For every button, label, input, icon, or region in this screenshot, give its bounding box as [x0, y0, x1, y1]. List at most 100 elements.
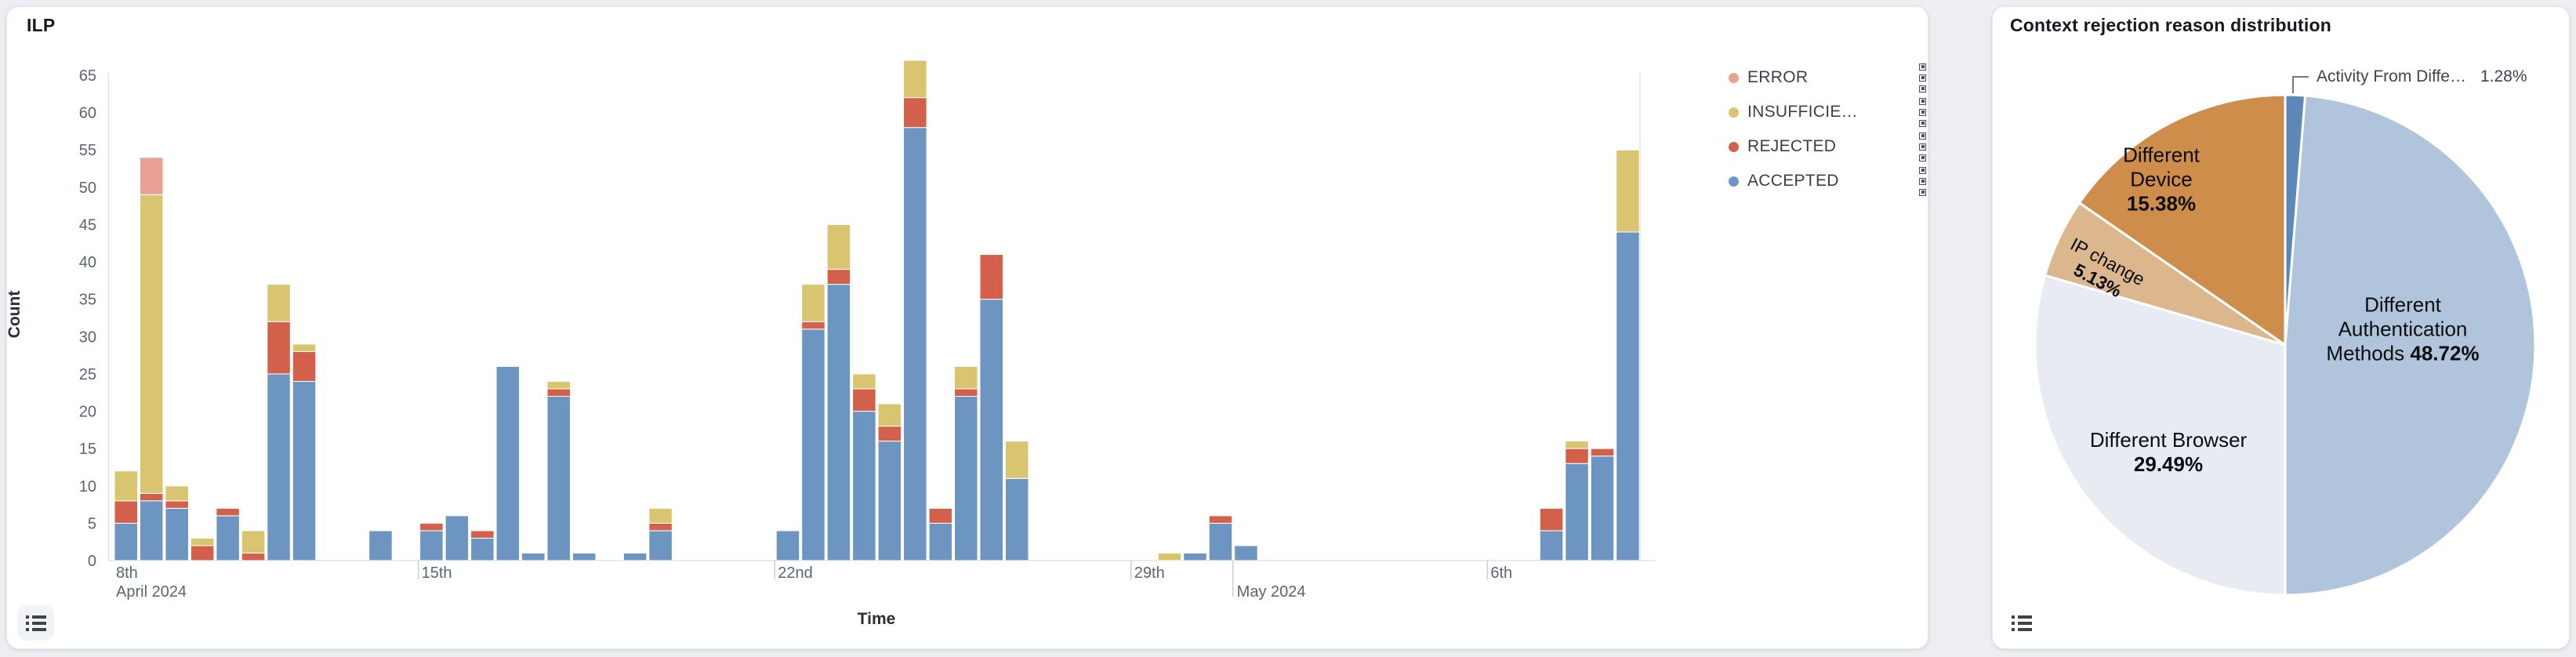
bar-segment-accepted-slot43[interactable] [1208, 522, 1233, 561]
bar-segment-rejected-slot28[interactable] [826, 269, 851, 285]
pie-slice-different-authentication-methods[interactable] [2284, 94, 2537, 597]
drag-handle-icon[interactable] [1919, 166, 1926, 196]
y-tick-label: 20 [79, 404, 96, 421]
bar-segment-insufficient-slot27[interactable] [801, 284, 825, 322]
bar-segment-accepted-slot26[interactable] [775, 530, 800, 561]
bar-segment-insufficient-slot21[interactable] [648, 507, 673, 524]
bar-segment-accepted-slot18[interactable] [571, 552, 597, 561]
bar-segment-rejected-slot27[interactable] [801, 321, 825, 330]
bar-segment-rejected-slot32[interactable] [928, 507, 953, 524]
bar-segment-rejected-slot0[interactable] [114, 500, 138, 524]
bar-segment-insufficient-slot5[interactable] [241, 530, 266, 554]
bar-segment-rejected-slot29[interactable] [852, 388, 876, 412]
y-tick-label: 30 [79, 328, 96, 346]
bar-segment-accepted-slot32[interactable] [928, 522, 953, 561]
bar-segment-rejected-slot12[interactable] [419, 522, 444, 532]
bar-segment-rejected-slot21[interactable] [648, 522, 673, 532]
bar-segment-accepted-slot21[interactable] [648, 530, 673, 561]
bar-segment-insufficient-slot59[interactable] [1616, 149, 1640, 233]
bar-segment-rejected-slot17[interactable] [546, 388, 571, 397]
bar-segment-rejected-slot14[interactable] [470, 530, 495, 539]
bar-segment-accepted-slot42[interactable] [1183, 552, 1207, 561]
bar-segment-accepted-slot29[interactable] [852, 411, 876, 561]
y-tick-label: 35 [79, 292, 96, 309]
bar-segment-insufficient-slot2[interactable] [165, 485, 189, 502]
bar-segment-insufficient-slot30[interactable] [877, 403, 902, 427]
bar-segment-error-slot1[interactable] [139, 157, 164, 195]
legend-label: REJECTED [1747, 137, 1837, 155]
bar-segment-insufficient-slot7[interactable] [292, 343, 317, 352]
bar-segment-insufficient-slot29[interactable] [852, 373, 876, 390]
bar-segment-accepted-slot15[interactable] [495, 365, 521, 561]
bar-segment-accepted-slot27[interactable] [801, 328, 825, 561]
bar-segment-rejected-slot3[interactable] [190, 545, 215, 561]
bar-segment-insufficient-slot41[interactable] [1157, 552, 1182, 561]
y-tick-label: 40 [79, 254, 96, 271]
bar-segment-rejected-slot58[interactable] [1590, 448, 1615, 457]
pie-slice-different-device[interactable] [2078, 93, 2287, 347]
x-tick-sublabel: April 2024 [116, 583, 187, 601]
insufficient-swatch-icon [1729, 107, 1739, 118]
bar-segment-accepted-slot34[interactable] [979, 299, 1003, 561]
pie-legend-toggle-button[interactable] [2003, 605, 2040, 641]
bar-segment-accepted-slot16[interactable] [521, 552, 546, 561]
bar-segment-insufficient-slot28[interactable] [826, 223, 851, 270]
bar-segment-accepted-slot44[interactable] [1234, 545, 1258, 561]
bar-segment-rejected-slot31[interactable] [903, 97, 927, 129]
bar-segment-accepted-slot7[interactable] [292, 380, 317, 561]
bar-segment-insufficient-slot3[interactable] [190, 537, 215, 546]
bar-segment-accepted-slot58[interactable] [1590, 456, 1615, 561]
bar-segment-accepted-slot1[interactable] [139, 500, 164, 561]
bar-segment-accepted-slot13[interactable] [444, 515, 470, 561]
bar-segment-rejected-slot33[interactable] [954, 388, 978, 397]
bar-segment-rejected-slot4[interactable] [216, 507, 240, 517]
drag-handle-icon[interactable] [1919, 97, 1926, 127]
bar-segment-accepted-slot12[interactable] [419, 530, 444, 561]
x-tick-label: 8th [116, 564, 138, 582]
bar-segment-insufficient-slot1[interactable] [139, 194, 164, 494]
bar-segment-accepted-slot4[interactable] [216, 515, 240, 561]
bar-segment-rejected-slot34[interactable] [979, 254, 1003, 300]
bar-segment-accepted-slot2[interactable] [165, 507, 189, 561]
pie-slice-different-browser[interactable] [2034, 274, 2287, 597]
bar-segment-insufficient-slot57[interactable] [1565, 441, 1589, 449]
bar-segment-rejected-slot56[interactable] [1539, 507, 1564, 532]
bar-segment-accepted-slot56[interactable] [1539, 530, 1564, 561]
bar-segment-rejected-slot1[interactable] [139, 492, 164, 502]
bar-segment-insufficient-slot0[interactable] [114, 470, 138, 502]
bar-segment-accepted-slot10[interactable] [368, 530, 393, 561]
bar-segment-rejected-slot43[interactable] [1208, 515, 1233, 524]
bar-segment-accepted-slot14[interactable] [470, 537, 495, 561]
bar-segment-rejected-slot5[interactable] [241, 552, 266, 561]
drag-handle-icon[interactable] [1919, 132, 1926, 162]
y-tick-label: 0 [88, 553, 96, 570]
bar-segment-accepted-slot30[interactable] [877, 441, 902, 561]
bar-segment-accepted-slot20[interactable] [622, 552, 648, 561]
bar-segment-insufficient-slot31[interactable] [903, 60, 927, 99]
bar-segment-rejected-slot57[interactable] [1565, 448, 1589, 464]
bar-segment-accepted-slot17[interactable] [546, 395, 571, 561]
y-tick-label: 25 [79, 366, 96, 383]
bar-segment-rejected-slot2[interactable] [165, 500, 189, 509]
bar-segment-rejected-slot30[interactable] [877, 426, 902, 442]
bar-segment-accepted-slot6[interactable] [267, 373, 291, 561]
bar-segment-rejected-slot6[interactable] [267, 321, 291, 375]
bar-segment-accepted-slot33[interactable] [954, 395, 978, 561]
legend-item-accepted[interactable]: ACCEPTED [1729, 166, 1926, 196]
bar-segment-insufficient-slot33[interactable] [954, 365, 978, 390]
bar-segment-insufficient-slot35[interactable] [1004, 441, 1029, 479]
legend-item-error[interactable]: ERROR [1729, 63, 1926, 93]
bar-segment-rejected-slot7[interactable] [292, 350, 317, 382]
bar-segment-accepted-slot35[interactable] [1004, 477, 1029, 561]
ilp-legend-toggle-button[interactable] [17, 605, 54, 641]
bar-segment-accepted-slot57[interactable] [1565, 463, 1589, 561]
bar-segment-accepted-slot31[interactable] [903, 127, 927, 561]
drag-handle-icon[interactable] [1919, 63, 1926, 93]
bar-segment-accepted-slot0[interactable] [114, 522, 138, 561]
bar-segment-insufficient-slot6[interactable] [267, 284, 291, 322]
legend-item-rejected[interactable]: REJECTED [1729, 132, 1926, 162]
bar-segment-accepted-slot28[interactable] [826, 284, 851, 561]
bar-segment-insufficient-slot17[interactable] [546, 380, 571, 390]
legend-item-insufficient[interactable]: INSUFFICIE… [1729, 97, 1926, 127]
bar-segment-accepted-slot59[interactable] [1616, 231, 1640, 561]
